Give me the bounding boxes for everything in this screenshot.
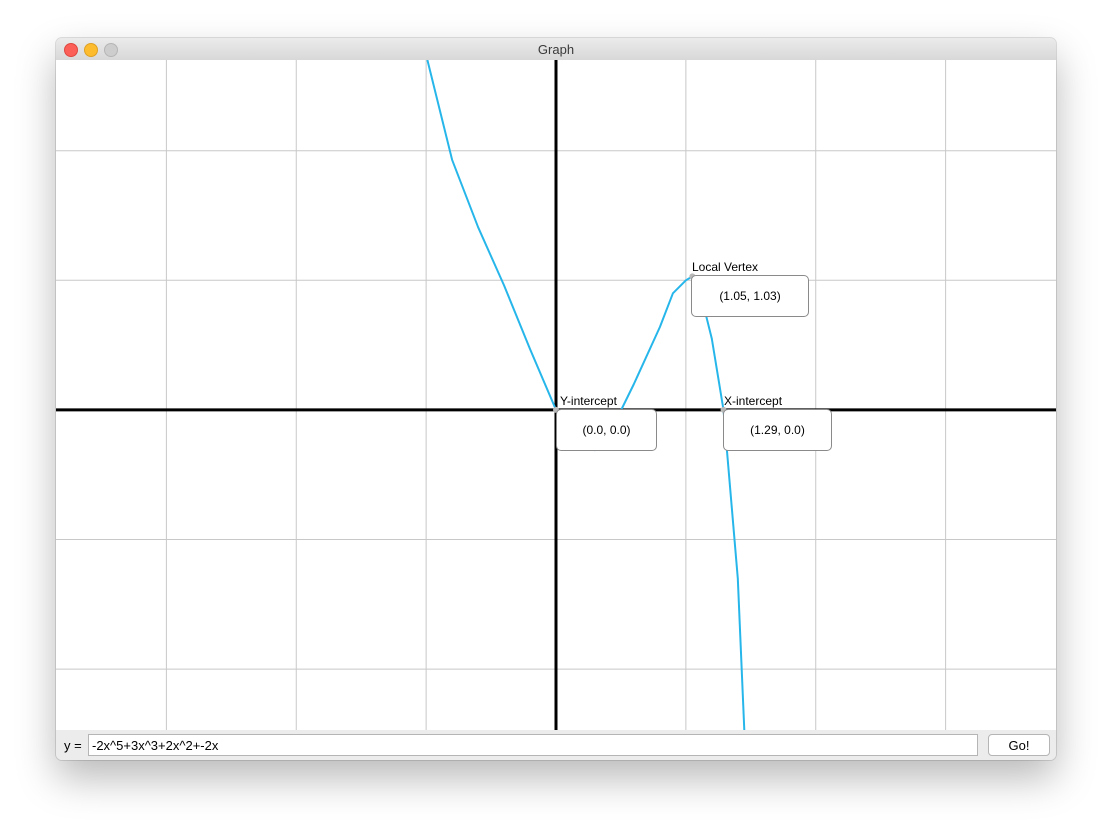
equation-prefix-label: y = xyxy=(64,738,82,753)
x-intercept-value-box: (1.29, 0.0) xyxy=(723,409,832,451)
zoom-window-button[interactable] xyxy=(104,43,118,57)
minimize-window-button[interactable] xyxy=(84,43,98,57)
x-intercept-label: X-intercept xyxy=(724,394,783,408)
y-intercept-label: Y-intercept xyxy=(560,394,617,408)
equation-input[interactable] xyxy=(88,734,978,756)
local-vertex-value-box: (1.05, 1.03) xyxy=(691,275,809,317)
title-bar[interactable]: Graph xyxy=(56,38,1056,61)
y-intercept-value-box: (0.0, 0.0) xyxy=(556,409,657,451)
graph-window: Graph Local Vertex (1.05, 1.03) Y-interc… xyxy=(56,38,1056,760)
window-title: Graph xyxy=(537,42,575,57)
go-button[interactable]: Go! xyxy=(988,734,1050,756)
local-vertex-label: Local Vertex xyxy=(692,260,759,274)
close-window-button[interactable] xyxy=(64,43,78,57)
equation-bar: y = Go! xyxy=(56,730,1056,760)
function-curve xyxy=(426,60,746,730)
plot-svg xyxy=(56,60,1056,730)
graph-canvas[interactable]: Local Vertex (1.05, 1.03) Y-intercept (0… xyxy=(56,60,1056,730)
